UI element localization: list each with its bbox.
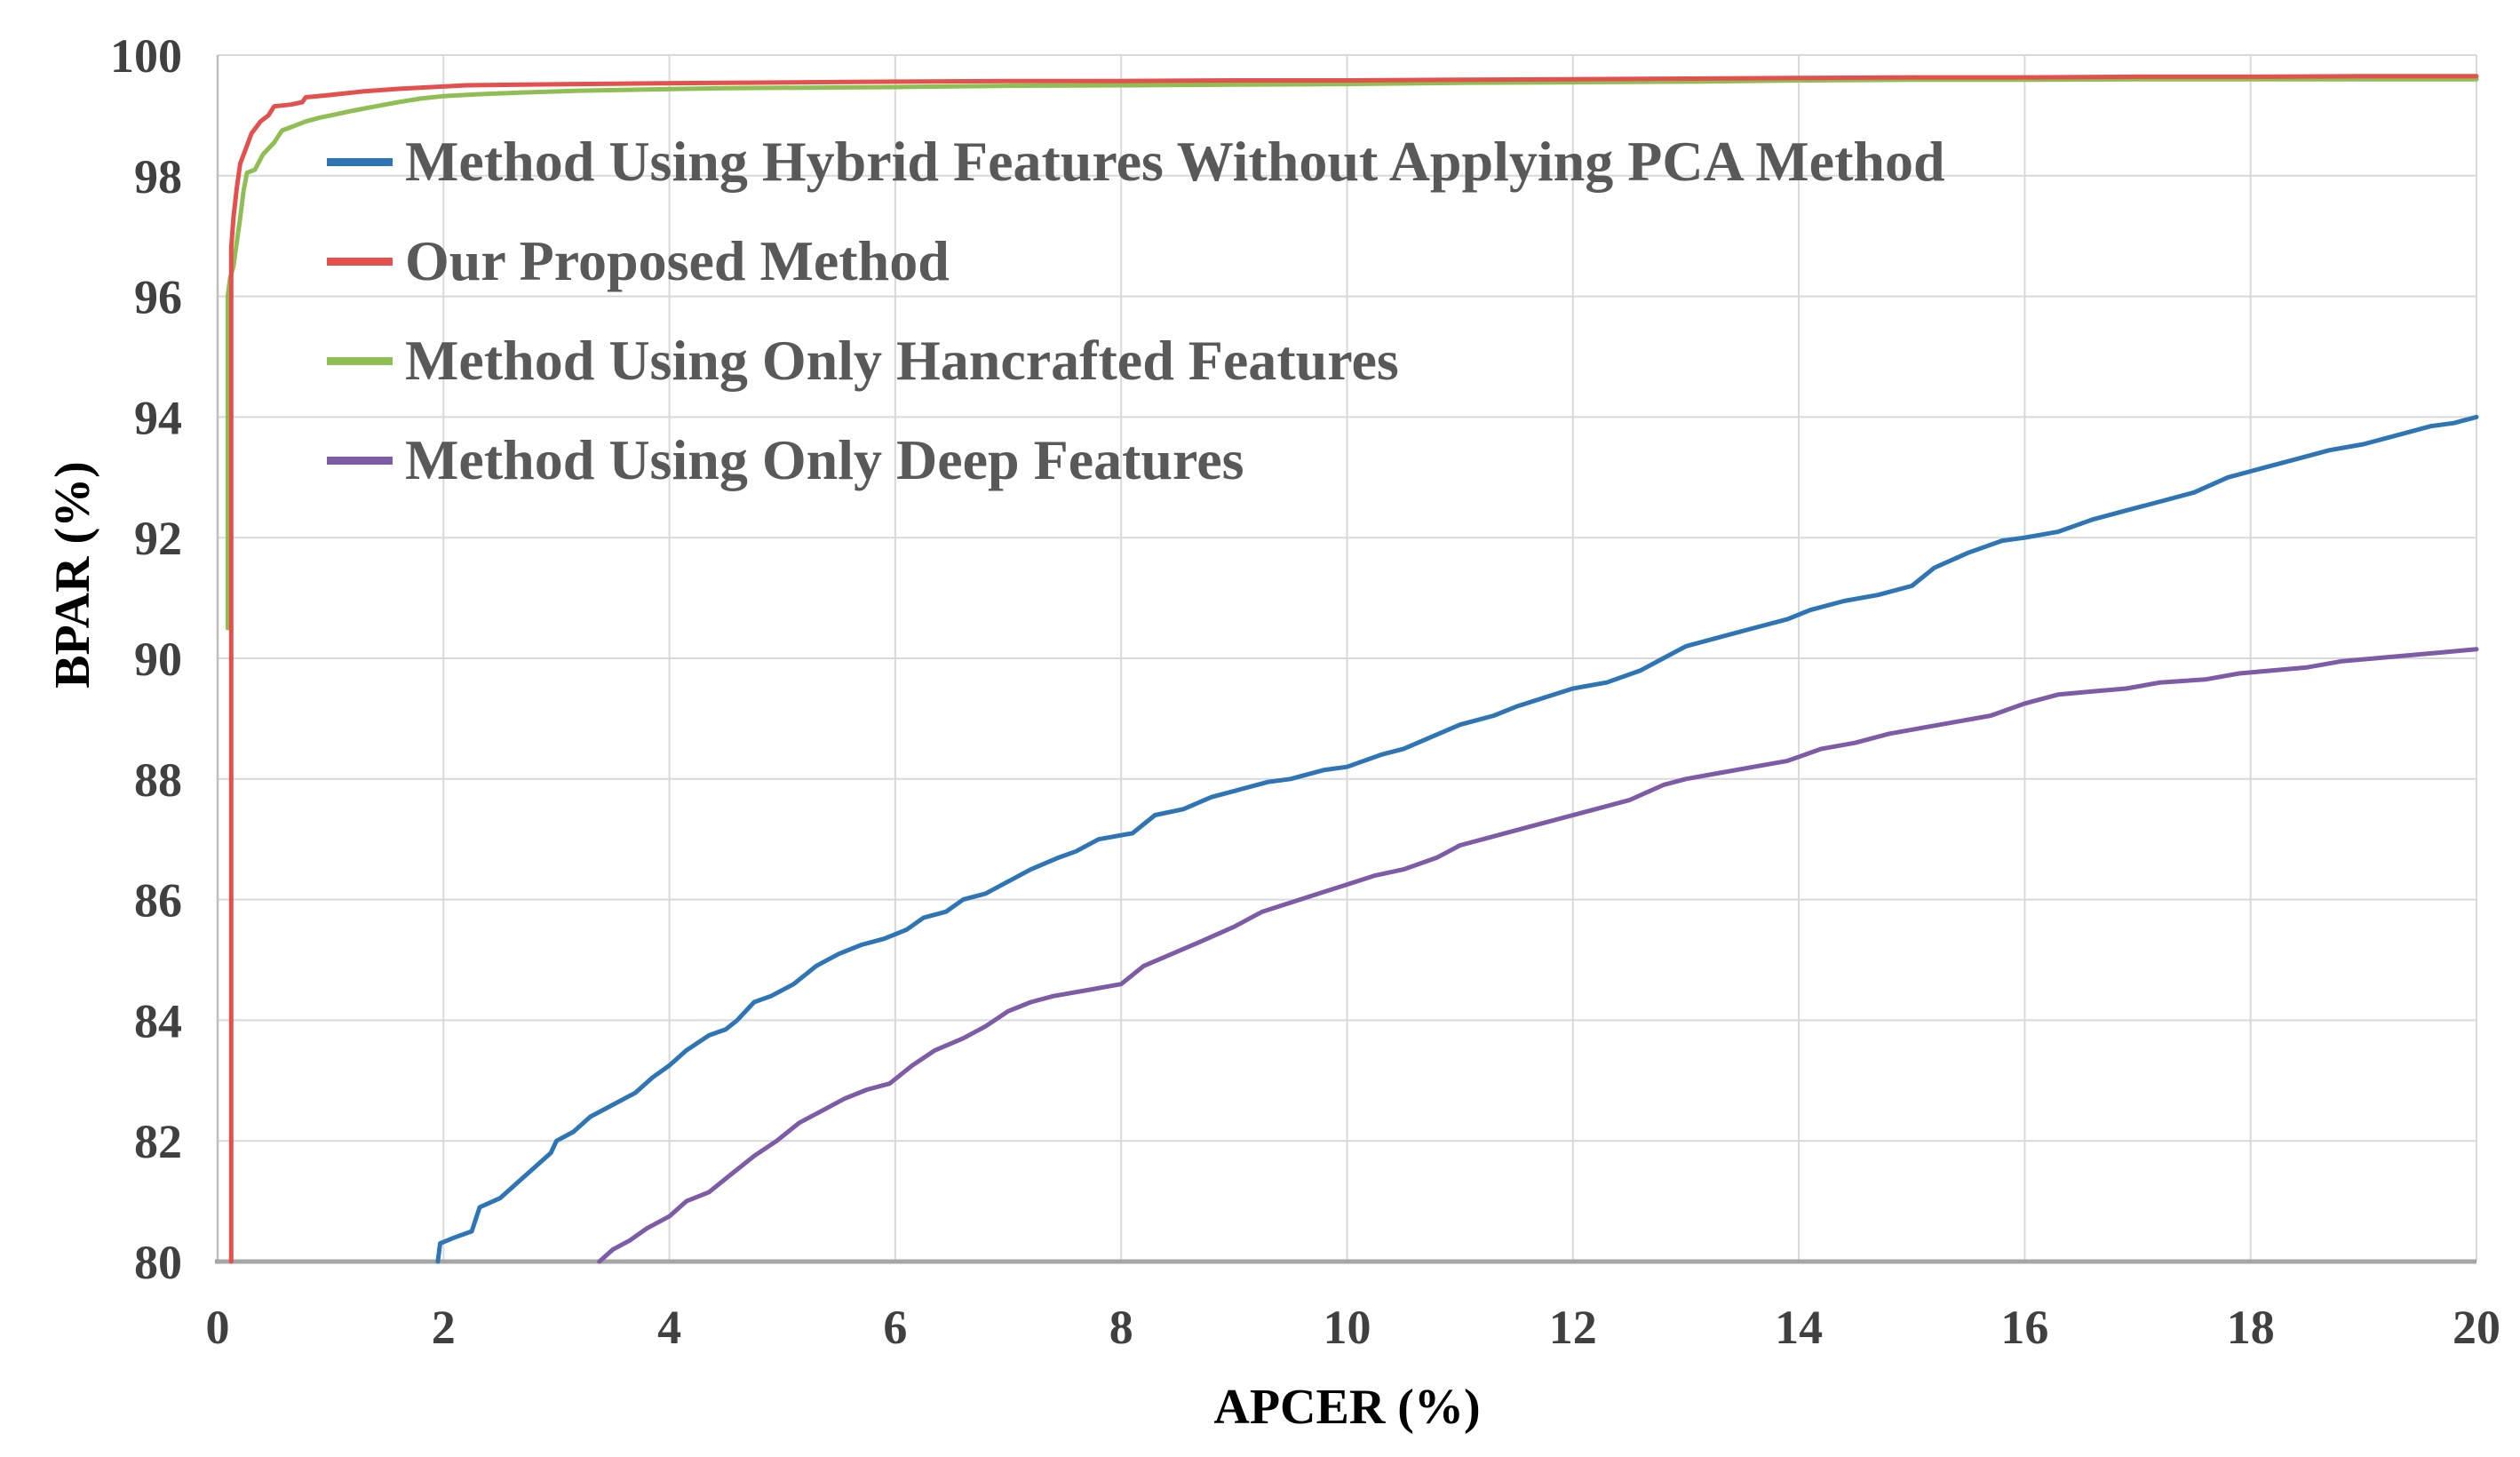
x-tick-label: 4	[657, 1301, 681, 1354]
y-tick-label: 80	[134, 1236, 182, 1289]
y-tick-label: 88	[134, 753, 182, 807]
series-line-3	[597, 647, 2479, 1264]
legend-label: Method Using Hybrid Features Without App…	[405, 130, 1945, 193]
x-tick-label: 14	[1775, 1301, 1823, 1354]
y-tick-label: 90	[134, 633, 182, 686]
legend-item-deep: Method Using Only Deep Features	[327, 428, 1945, 491]
legend-swatch-green-line	[327, 356, 393, 365]
x-tick-label: 16	[2000, 1301, 2048, 1354]
x-axis-title: APCER (%)	[1213, 1380, 1481, 1435]
x-tick-label: 18	[2227, 1301, 2275, 1354]
x-tick-label: 10	[1324, 1301, 1371, 1354]
x-tick-label: 8	[1109, 1301, 1133, 1354]
x-tick-label: 20	[2452, 1301, 2500, 1354]
y-tick-label: 84	[134, 994, 182, 1047]
x-tick-label: 0	[206, 1301, 230, 1354]
legend-item-proposed: Our Proposed Method	[327, 229, 1945, 292]
y-tick-label: 92	[134, 512, 182, 565]
legend-label: Method Using Only Deep Features	[405, 428, 1244, 491]
y-tick-label: 96	[134, 271, 182, 324]
x-tick-label: 6	[883, 1301, 907, 1354]
y-tick-label: 82	[134, 1115, 182, 1168]
y-axis-title: BPAR (%)	[45, 461, 100, 689]
y-tick-label: 98	[134, 150, 182, 203]
y-tick-label: 100	[110, 29, 182, 83]
series-line-2	[225, 76, 2479, 631]
legend-item-handcrafted: Method Using Only Hancrafted Features	[327, 329, 1945, 392]
legend-item-hybrid-no-pca: Method Using Hybrid Features Without App…	[327, 130, 1945, 193]
y-tick-label: 86	[134, 874, 182, 928]
series-line-0	[435, 414, 2479, 1264]
legend-swatch-red-line	[327, 257, 393, 266]
legend-swatch-blue-line	[327, 157, 393, 166]
x-tick-label: 2	[432, 1301, 456, 1354]
legend-swatch-purple-line	[327, 456, 393, 465]
series-line-1	[228, 74, 2479, 1264]
x-tick-label: 12	[1549, 1301, 1597, 1354]
y-tick-label: 94	[134, 391, 182, 444]
legend: Method Using Hybrid Features Without App…	[327, 130, 1945, 491]
legend-label: Method Using Only Hancrafted Features	[405, 329, 1399, 392]
legend-label: Our Proposed Method	[405, 229, 950, 292]
